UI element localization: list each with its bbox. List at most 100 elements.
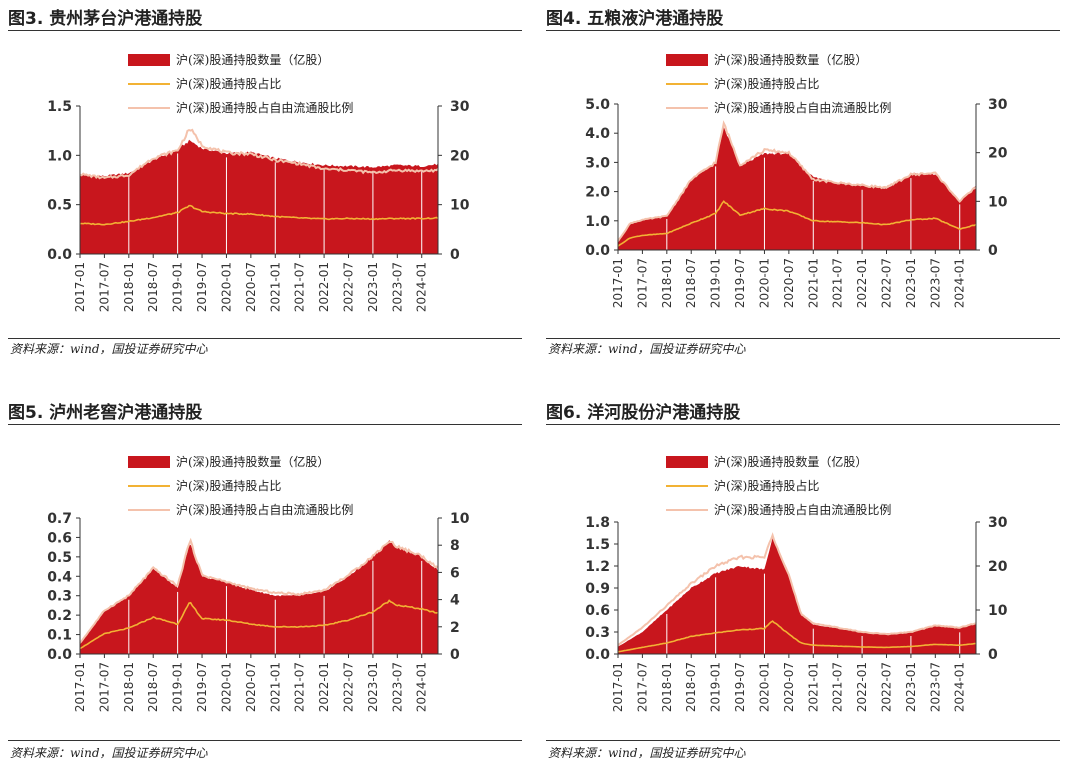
x-tick-label: 2017-01 xyxy=(73,262,87,312)
series-line-share xyxy=(617,620,977,653)
legend-label: 沪(深)股通持股数量（亿股） xyxy=(176,52,329,67)
y-right-tick-label: 2 xyxy=(450,620,460,636)
legend-label: 沪(深)股通持股数量（亿股） xyxy=(714,454,867,469)
x-tick-label: 2017-01 xyxy=(611,258,625,308)
y-left-tick-label: 1.0 xyxy=(47,148,72,164)
series-area-holdings xyxy=(618,126,976,250)
x-tick-label: 2021-07 xyxy=(831,258,845,308)
x-tick-label: 2018-01 xyxy=(660,258,674,308)
x-tick-label: 2021-07 xyxy=(293,662,307,712)
x-tick-label: 2017-01 xyxy=(611,662,625,712)
x-tick-label: 2023-07 xyxy=(390,662,404,712)
x-tick-label: 2024-01 xyxy=(415,262,429,312)
x-tick-label: 2019-07 xyxy=(733,258,747,308)
x-tick-label: 2023-07 xyxy=(928,662,942,712)
x-tick-label: 2020-07 xyxy=(782,258,796,308)
y-right-tick-label: 10 xyxy=(450,511,470,527)
x-tick-label: 2019-07 xyxy=(195,262,209,312)
panel-title: 图3. 贵州茅台沪港通持股 xyxy=(8,9,203,29)
y-right-tick-label: 6 xyxy=(450,565,460,581)
x-tick-label: 2020-07 xyxy=(244,262,258,312)
y-right-tick-label: 30 xyxy=(450,99,470,115)
source-rule xyxy=(546,740,1060,741)
y-right-tick-label: 10 xyxy=(988,603,1008,619)
x-tick-label: 2022-07 xyxy=(880,662,894,712)
legend-label: 沪(深)股通持股占自由流通股比例 xyxy=(714,502,891,517)
x-tick-label: 2019-01 xyxy=(709,258,723,308)
x-tick-label: 2021-07 xyxy=(293,262,307,312)
source-note: 资料来源：wind，国投证券研究中心 xyxy=(10,342,208,356)
x-tick-label: 2018-07 xyxy=(684,258,698,308)
y-left-tick-label: 0.4 xyxy=(47,569,72,585)
series-line-free-float xyxy=(617,532,977,646)
x-tick-label: 2017-07 xyxy=(97,262,111,312)
y-left-tick-label: 1.0 xyxy=(585,214,610,230)
legend-label: 沪(深)股通持股占比 xyxy=(714,76,819,91)
legend-label: 沪(深)股通持股占比 xyxy=(176,76,281,91)
series-line-share xyxy=(79,599,439,650)
chart-svg: 沪(深)股通持股数量（亿股） 沪(深)股通持股占比沪(深)股通持股占自由流通股比例… xyxy=(47,454,470,712)
source-note: 资料来源：wind，国投证券研究中心 xyxy=(548,746,746,760)
y-left-tick-label: 0.5 xyxy=(47,198,72,214)
x-tick-label: 2018-01 xyxy=(122,662,136,712)
y-right-tick-label: 10 xyxy=(988,194,1008,210)
legend-swatch-area xyxy=(128,456,170,468)
x-tick-label: 2022-07 xyxy=(880,258,894,308)
x-tick-label: 2023-01 xyxy=(904,258,918,308)
y-left-tick-label: 0.3 xyxy=(47,589,72,605)
y-right-tick-label: 30 xyxy=(988,97,1008,113)
x-tick-label: 2020-01 xyxy=(219,662,233,712)
y-right-tick-label: 20 xyxy=(988,559,1008,575)
x-tick-label: 2019-01 xyxy=(709,662,723,712)
legend-label: 沪(深)股通持股数量（亿股） xyxy=(176,454,329,469)
series-line-share xyxy=(79,204,439,226)
y-left-tick-label: 0.1 xyxy=(47,628,72,644)
y-left-tick-label: 1.2 xyxy=(585,559,610,575)
x-tick-label: 2020-01 xyxy=(757,662,771,712)
panel-title: 图4. 五粮液沪港通持股 xyxy=(546,9,724,29)
y-left-tick-label: 0.5 xyxy=(47,550,72,566)
x-tick-label: 2021-01 xyxy=(806,662,820,712)
x-tick-label: 2022-01 xyxy=(855,662,869,712)
x-tick-label: 2023-07 xyxy=(928,258,942,308)
chart-panel-wuliangye: 图4. 五粮液沪港通持股 沪(深)股通持股数量（亿股） 沪(深)股通持股占比 沪(深… xyxy=(546,4,1068,374)
x-tick-label: 2020-07 xyxy=(244,662,258,712)
x-tick-label: 2022-01 xyxy=(855,258,869,308)
x-tick-label: 2020-01 xyxy=(219,262,233,312)
chart-svg: 沪(深)股通持股数量（亿股） 沪(深)股通持股占比沪(深)股通持股占自由流通股比例… xyxy=(585,52,1008,308)
x-tick-label: 2017-07 xyxy=(97,662,111,712)
x-tick-label: 2021-07 xyxy=(831,662,845,712)
x-tick-label: 2018-07 xyxy=(146,662,160,712)
x-tick-label: 2021-01 xyxy=(268,262,282,312)
x-tick-label: 2022-07 xyxy=(342,262,356,312)
y-left-tick-label: 0.3 xyxy=(585,625,610,641)
y-left-tick-label: 1.5 xyxy=(585,537,610,553)
y-left-tick-label: 0.6 xyxy=(585,603,610,619)
source-rule xyxy=(8,740,522,741)
series-area-holdings xyxy=(618,538,976,654)
x-tick-label: 2024-01 xyxy=(953,258,967,308)
x-tick-label: 2018-07 xyxy=(146,262,160,312)
legend-swatch-area xyxy=(666,54,708,66)
legend-label: 沪(深)股通持股占比 xyxy=(714,478,819,493)
x-tick-label: 2024-01 xyxy=(415,662,429,712)
x-tick-label: 2017-01 xyxy=(73,662,87,712)
y-left-tick-label: 0.0 xyxy=(585,647,610,663)
x-tick-label: 2022-01 xyxy=(317,262,331,312)
series-line-free-float xyxy=(79,128,439,180)
chart-panel-moutai: 图3. 贵州茅台沪港通持股 沪(深)股通持股数量（亿股） 沪(深)股通持股占比沪(… xyxy=(8,4,530,374)
title-rule xyxy=(8,424,522,425)
y-left-tick-label: 0.7 xyxy=(47,511,72,527)
x-tick-label: 2022-07 xyxy=(342,662,356,712)
y-left-tick-label: 2.0 xyxy=(585,185,610,201)
legend-label: 沪(深)股通持股占自由流通股比例 xyxy=(176,100,353,115)
series-area-holdings xyxy=(80,540,438,654)
y-left-tick-label: 1.5 xyxy=(47,99,72,115)
panel-title: 图5. 泸州老窖沪港通持股 xyxy=(8,403,203,423)
x-tick-label: 2020-07 xyxy=(782,662,796,712)
legend-label: 沪(深)股通持股数量（亿股） xyxy=(714,52,867,67)
chart-svg: 沪(深)股通持股数量（亿股） 沪(深)股通持股占比沪(深)股通持股占自由流通股比例… xyxy=(585,454,1008,712)
y-right-tick-label: 20 xyxy=(450,148,470,164)
